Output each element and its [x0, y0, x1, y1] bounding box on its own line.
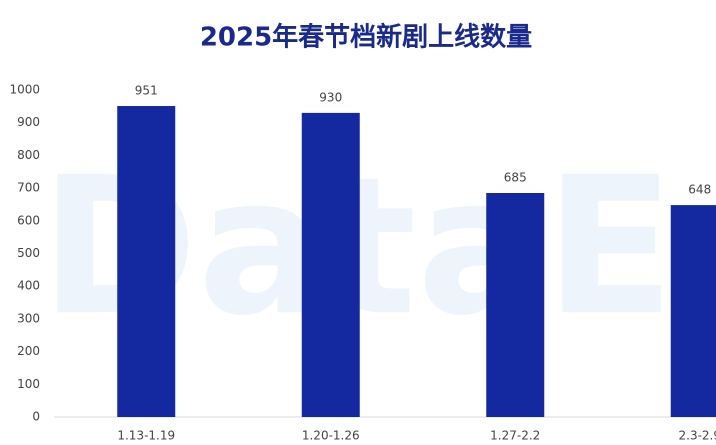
y-tick-label: 400 — [17, 279, 40, 293]
x-tick-label: 2.3-2.9 — [679, 429, 716, 443]
data-label: 930 — [319, 90, 342, 104]
y-tick-label: 700 — [17, 181, 40, 195]
x-tick-label: 1.27-2.2 — [490, 429, 540, 443]
bar — [486, 193, 545, 417]
y-tick-label: 100 — [17, 377, 40, 391]
y-tick-label: 800 — [17, 148, 40, 162]
y-tick-label: 200 — [17, 344, 40, 358]
y-tick-label: 500 — [17, 246, 40, 260]
y-tick-label: 0 — [32, 410, 40, 424]
y-tick-label: 900 — [17, 115, 40, 129]
data-label: 951 — [135, 84, 158, 98]
x-tick-label: 1.20-1.26 — [302, 429, 360, 443]
bar — [670, 205, 716, 417]
bar — [301, 112, 360, 417]
x-tick-label: 1.13-1.19 — [117, 429, 175, 443]
data-label: 648 — [688, 183, 711, 197]
bar — [117, 106, 176, 417]
y-tick-label: 1000 — [9, 83, 40, 97]
chart-title: 2025年春节档新剧上线数量 — [200, 22, 532, 53]
data-label: 685 — [504, 171, 527, 185]
y-tick-label: 300 — [17, 311, 40, 325]
y-tick-label: 600 — [17, 213, 40, 227]
